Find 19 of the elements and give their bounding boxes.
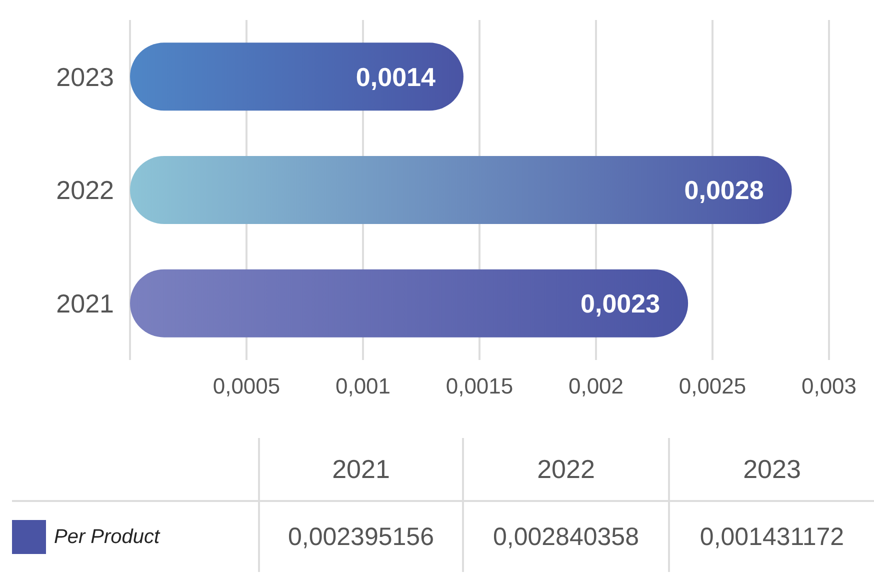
text: 0,0023 (580, 288, 660, 319)
category-label: 2022 (537, 454, 595, 484)
x-tick-label: 0,003 (801, 374, 857, 399)
text: 0,002840358 (462, 502, 668, 572)
text: 0,0028 (684, 175, 764, 206)
text: 0,0014 (356, 62, 436, 92)
x-tick-label: 0,0015 (446, 374, 514, 399)
x-tick-label: 0,001 (335, 374, 391, 399)
y-tick-label: 2023 (56, 62, 114, 92)
x-tick-label: 0,0005 (212, 374, 280, 399)
legend-label: Per Product (54, 526, 160, 548)
text: 0,002395156 (258, 502, 462, 572)
category-label: 2021 (332, 454, 390, 484)
text: 0,001431172 (668, 502, 874, 572)
x-tick-label: 0,002 (568, 374, 624, 399)
x-tick-label: 0,0025 (678, 374, 746, 399)
y-tick-label: 2021 (56, 288, 114, 319)
y-tick-label: 2022 (56, 175, 114, 206)
category-label: 2023 (743, 454, 801, 484)
